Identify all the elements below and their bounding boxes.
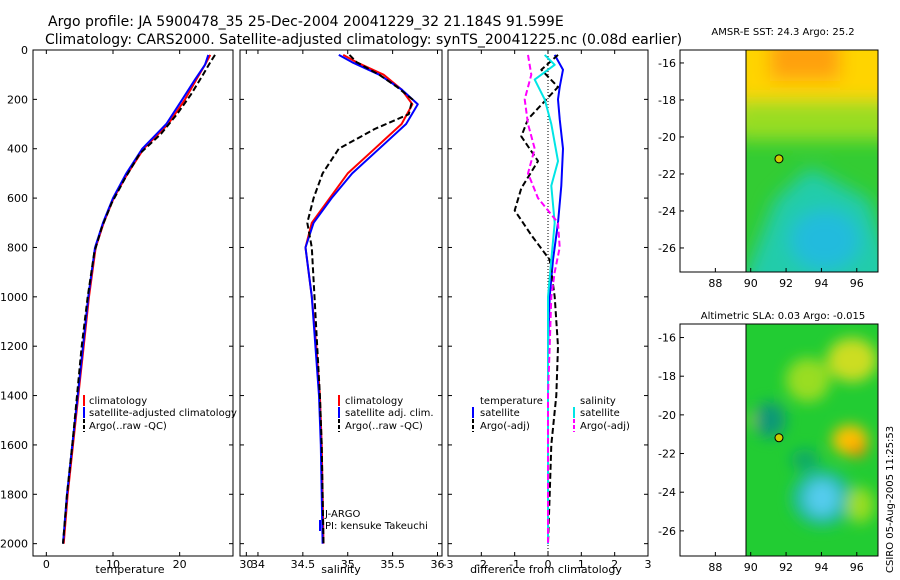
float-position-marker xyxy=(774,433,784,443)
x-tick-label: -2 xyxy=(476,558,487,571)
map-x-tick-label: 88 xyxy=(708,561,722,574)
map-y-tick-label: -16 xyxy=(658,57,676,70)
map-x-tick-label: 90 xyxy=(744,561,758,574)
sla-map-title: Altimetric SLA: 0.03 Argo: -0.015 xyxy=(701,311,866,322)
temperature-xlabel: temperature xyxy=(95,563,164,576)
y-tick-label: 1200 xyxy=(0,340,28,353)
temperature-series xyxy=(62,54,216,544)
x-tick-label: 3 xyxy=(645,558,652,571)
map-y-tick-label: -22 xyxy=(658,448,676,461)
annotation-jargo: J-ARGO xyxy=(324,509,361,520)
x-tick-label: 34.5 xyxy=(291,558,316,571)
x-tick-label: 10 xyxy=(106,558,120,571)
x-tick-label: 34 xyxy=(251,558,265,571)
salinity-panel xyxy=(239,49,443,557)
map-y-tick-label: -16 xyxy=(658,332,676,345)
map-y-tick-label: -24 xyxy=(658,486,676,499)
x-tick-label: 35.5 xyxy=(380,558,405,571)
sla-map-axes: 88 90 92 94 96 -16 -18 -20 -22 -24 -26 xyxy=(658,332,864,574)
x-tick-label: -3 xyxy=(443,558,454,571)
x-tick-label: 2 xyxy=(611,558,618,571)
sla-heatmap xyxy=(746,324,878,556)
legend-label: satellite xyxy=(580,408,620,419)
series-line xyxy=(62,54,216,544)
y-tick-label: 1400 xyxy=(0,390,28,403)
y-tick-label: 0 xyxy=(21,44,28,57)
y-tick-label: 400 xyxy=(7,143,28,156)
temperature-legend: climatology satellite-adjusted climatolo… xyxy=(83,395,237,432)
axes: 0 10 20 30020040060080010001200140016001800… xyxy=(0,44,652,571)
legend-label: satellite adj. clim. xyxy=(345,408,434,419)
map-y-tick-label: -26 xyxy=(658,242,676,255)
map-y-tick-label: -20 xyxy=(658,131,676,144)
legend-label: climatology xyxy=(345,396,403,407)
map-y-tick-label: -26 xyxy=(658,525,676,538)
legend-label: climatology xyxy=(89,396,147,407)
map-x-tick-label: 96 xyxy=(850,561,864,574)
legend-heading-salinity: salinity xyxy=(580,396,616,407)
map-y-tick-label: -20 xyxy=(658,409,676,422)
map-y-tick-label: -22 xyxy=(658,168,676,181)
float-position-marker xyxy=(774,154,784,164)
salinity-xlabel: salinity xyxy=(321,563,361,576)
sst-data-frame xyxy=(745,49,879,273)
map-x-tick-label: 90 xyxy=(744,277,758,290)
x-tick-label: 36 xyxy=(431,558,445,571)
legend-label: Argo(-adj) xyxy=(580,421,630,432)
y-tick-label: 200 xyxy=(7,93,28,106)
map-y-tick-label: -18 xyxy=(658,94,676,107)
sst-map-title: AMSR-E SST: 24.3 Argo: 25.2 xyxy=(711,27,854,38)
y-tick-label: 800 xyxy=(7,241,28,254)
header-line2: Climatology: CARS2000. Satellite-adjuste… xyxy=(45,32,682,48)
x-tick-label: 1 xyxy=(578,558,585,571)
series-line xyxy=(306,54,414,544)
header-line1: Argo profile: JA 5900478_35 25-Dec-2004 … xyxy=(48,14,564,30)
difference-series xyxy=(513,54,564,544)
y-tick-label: 2000 xyxy=(0,538,28,551)
x-tick-label: -1 xyxy=(509,558,520,571)
legend-heading-temperature: temperature xyxy=(480,396,543,407)
x-tick-label: 0 xyxy=(43,558,50,571)
sla-data-frame xyxy=(745,323,879,557)
x-tick-label: 20 xyxy=(173,558,187,571)
series-line xyxy=(523,54,561,544)
legend-label: Argo(..raw -QC) xyxy=(345,421,423,432)
series-line xyxy=(513,54,559,544)
map-x-tick-label: 92 xyxy=(779,561,793,574)
map-x-tick-label: 94 xyxy=(814,277,828,290)
map-x-tick-label: 96 xyxy=(850,277,864,290)
salinity-legend: climatology satellite adj. clim. Argo(..… xyxy=(319,395,434,532)
sst-map-axes: 88 90 92 94 96 -16 -18 -20 -22 -24 -26 xyxy=(658,57,864,290)
sst-heatmap xyxy=(746,50,878,272)
x-tick-label: 35 xyxy=(341,558,355,571)
legend-label: Argo(-adj) xyxy=(480,421,530,432)
temperature-panel xyxy=(32,49,234,557)
map-y-tick-label: -18 xyxy=(658,370,676,383)
series-line xyxy=(533,54,559,544)
x-tick-label: 0 xyxy=(545,558,552,571)
y-tick-label: 1000 xyxy=(0,291,28,304)
map-y-tick-label: -24 xyxy=(658,205,676,218)
y-tick-label: 1800 xyxy=(0,488,28,501)
map-x-tick-label: 92 xyxy=(779,277,793,290)
y-tick-label: 600 xyxy=(7,192,28,205)
side-timestamp: CSIRO 05-Aug-2005 11:25:53 xyxy=(885,426,896,573)
map-x-tick-label: 88 xyxy=(708,277,722,290)
x-tick-label: 30 xyxy=(239,558,253,571)
y-tick-label: 1600 xyxy=(0,439,28,452)
map-x-tick-label: 94 xyxy=(814,561,828,574)
difference-legend: temperature satellite Argo(-adj) salinit… xyxy=(472,396,630,432)
difference-xlabel: difference from climatology xyxy=(470,563,622,576)
salinity-series xyxy=(304,54,419,544)
legend-label: satellite xyxy=(480,408,520,419)
annotation-pi: PI: kensuke Takeuchi xyxy=(325,521,428,532)
legend-label: satellite-adjusted climatology xyxy=(89,408,237,419)
legend-label: Argo(..raw -QC) xyxy=(89,421,167,432)
